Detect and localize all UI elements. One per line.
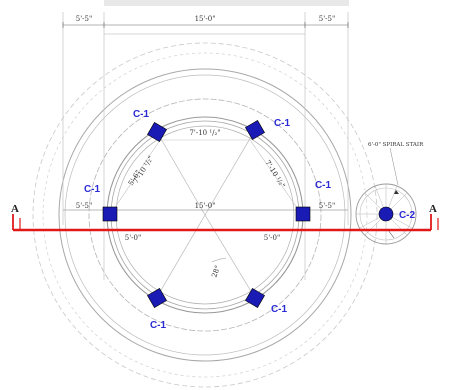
outer-ring: [58, 68, 352, 362]
dim-inner-top: 7'-10 ¹/₂": [189, 129, 220, 137]
label-col-mid-left: C-1: [84, 184, 101, 195]
outer-dashed-circle: [32, 42, 378, 388]
section-marker-right: A: [429, 203, 437, 215]
section-marker-left: A: [11, 203, 19, 215]
column-mid-left: [102, 206, 118, 222]
column-top-right: [245, 120, 265, 140]
inner-chord-right: [249, 139, 301, 213]
dim-top-center: 15'-0": [195, 15, 216, 23]
radial-line-top-left: [156, 131, 206, 216]
radial-line-bottom-right: [204, 214, 256, 299]
column-bottom-left: [147, 288, 167, 308]
radial-line-top-right: [204, 129, 256, 216]
dim-radius-right: 5'-0": [264, 234, 280, 242]
column-bottom-right: [245, 288, 265, 308]
section-cut-a: [12, 214, 439, 232]
outer-dashed-circle-2: [42, 52, 368, 378]
dim-mid-center: 15'-0": [195, 202, 216, 210]
column-stair: [378, 206, 394, 222]
dim-angle: 28°: [210, 264, 222, 278]
label-col-bottom-left: C-1: [150, 320, 167, 331]
dim-top-right: 5'-5": [319, 15, 335, 23]
stair-leader: [389, 147, 399, 186]
angle-arc: [211, 257, 227, 263]
label-col-mid-right: C-1: [315, 180, 332, 191]
column-top-left: [147, 122, 167, 142]
dim-mid-right: 5'-5": [319, 202, 335, 210]
dim-top-left: 5'-5": [76, 15, 92, 23]
stair-arrow-icon: [394, 190, 399, 194]
inner-chord-left: [111, 139, 161, 213]
middle-ring: [88, 98, 322, 332]
label-col-stair: C-2: [399, 210, 416, 221]
radial-line-bottom-left: [156, 214, 206, 298]
label-col-bottom-right: C-1: [271, 304, 288, 315]
outer-ring-inner: [64, 74, 346, 356]
spiral-stair-note: 6'-0" SPIRAL STAIR: [368, 142, 424, 148]
dim-radius-left: 5'-0": [125, 234, 141, 242]
column-mid-right: [295, 206, 311, 222]
label-col-top-left: C-1: [133, 109, 150, 120]
label-col-top-right: C-1: [274, 118, 291, 129]
dim-mid-left: 5'-5": [76, 202, 92, 210]
dim-inner-right-diag: 7'-10 ¹/₂": [263, 159, 286, 190]
top-edge-fill: [104, 0, 349, 6]
